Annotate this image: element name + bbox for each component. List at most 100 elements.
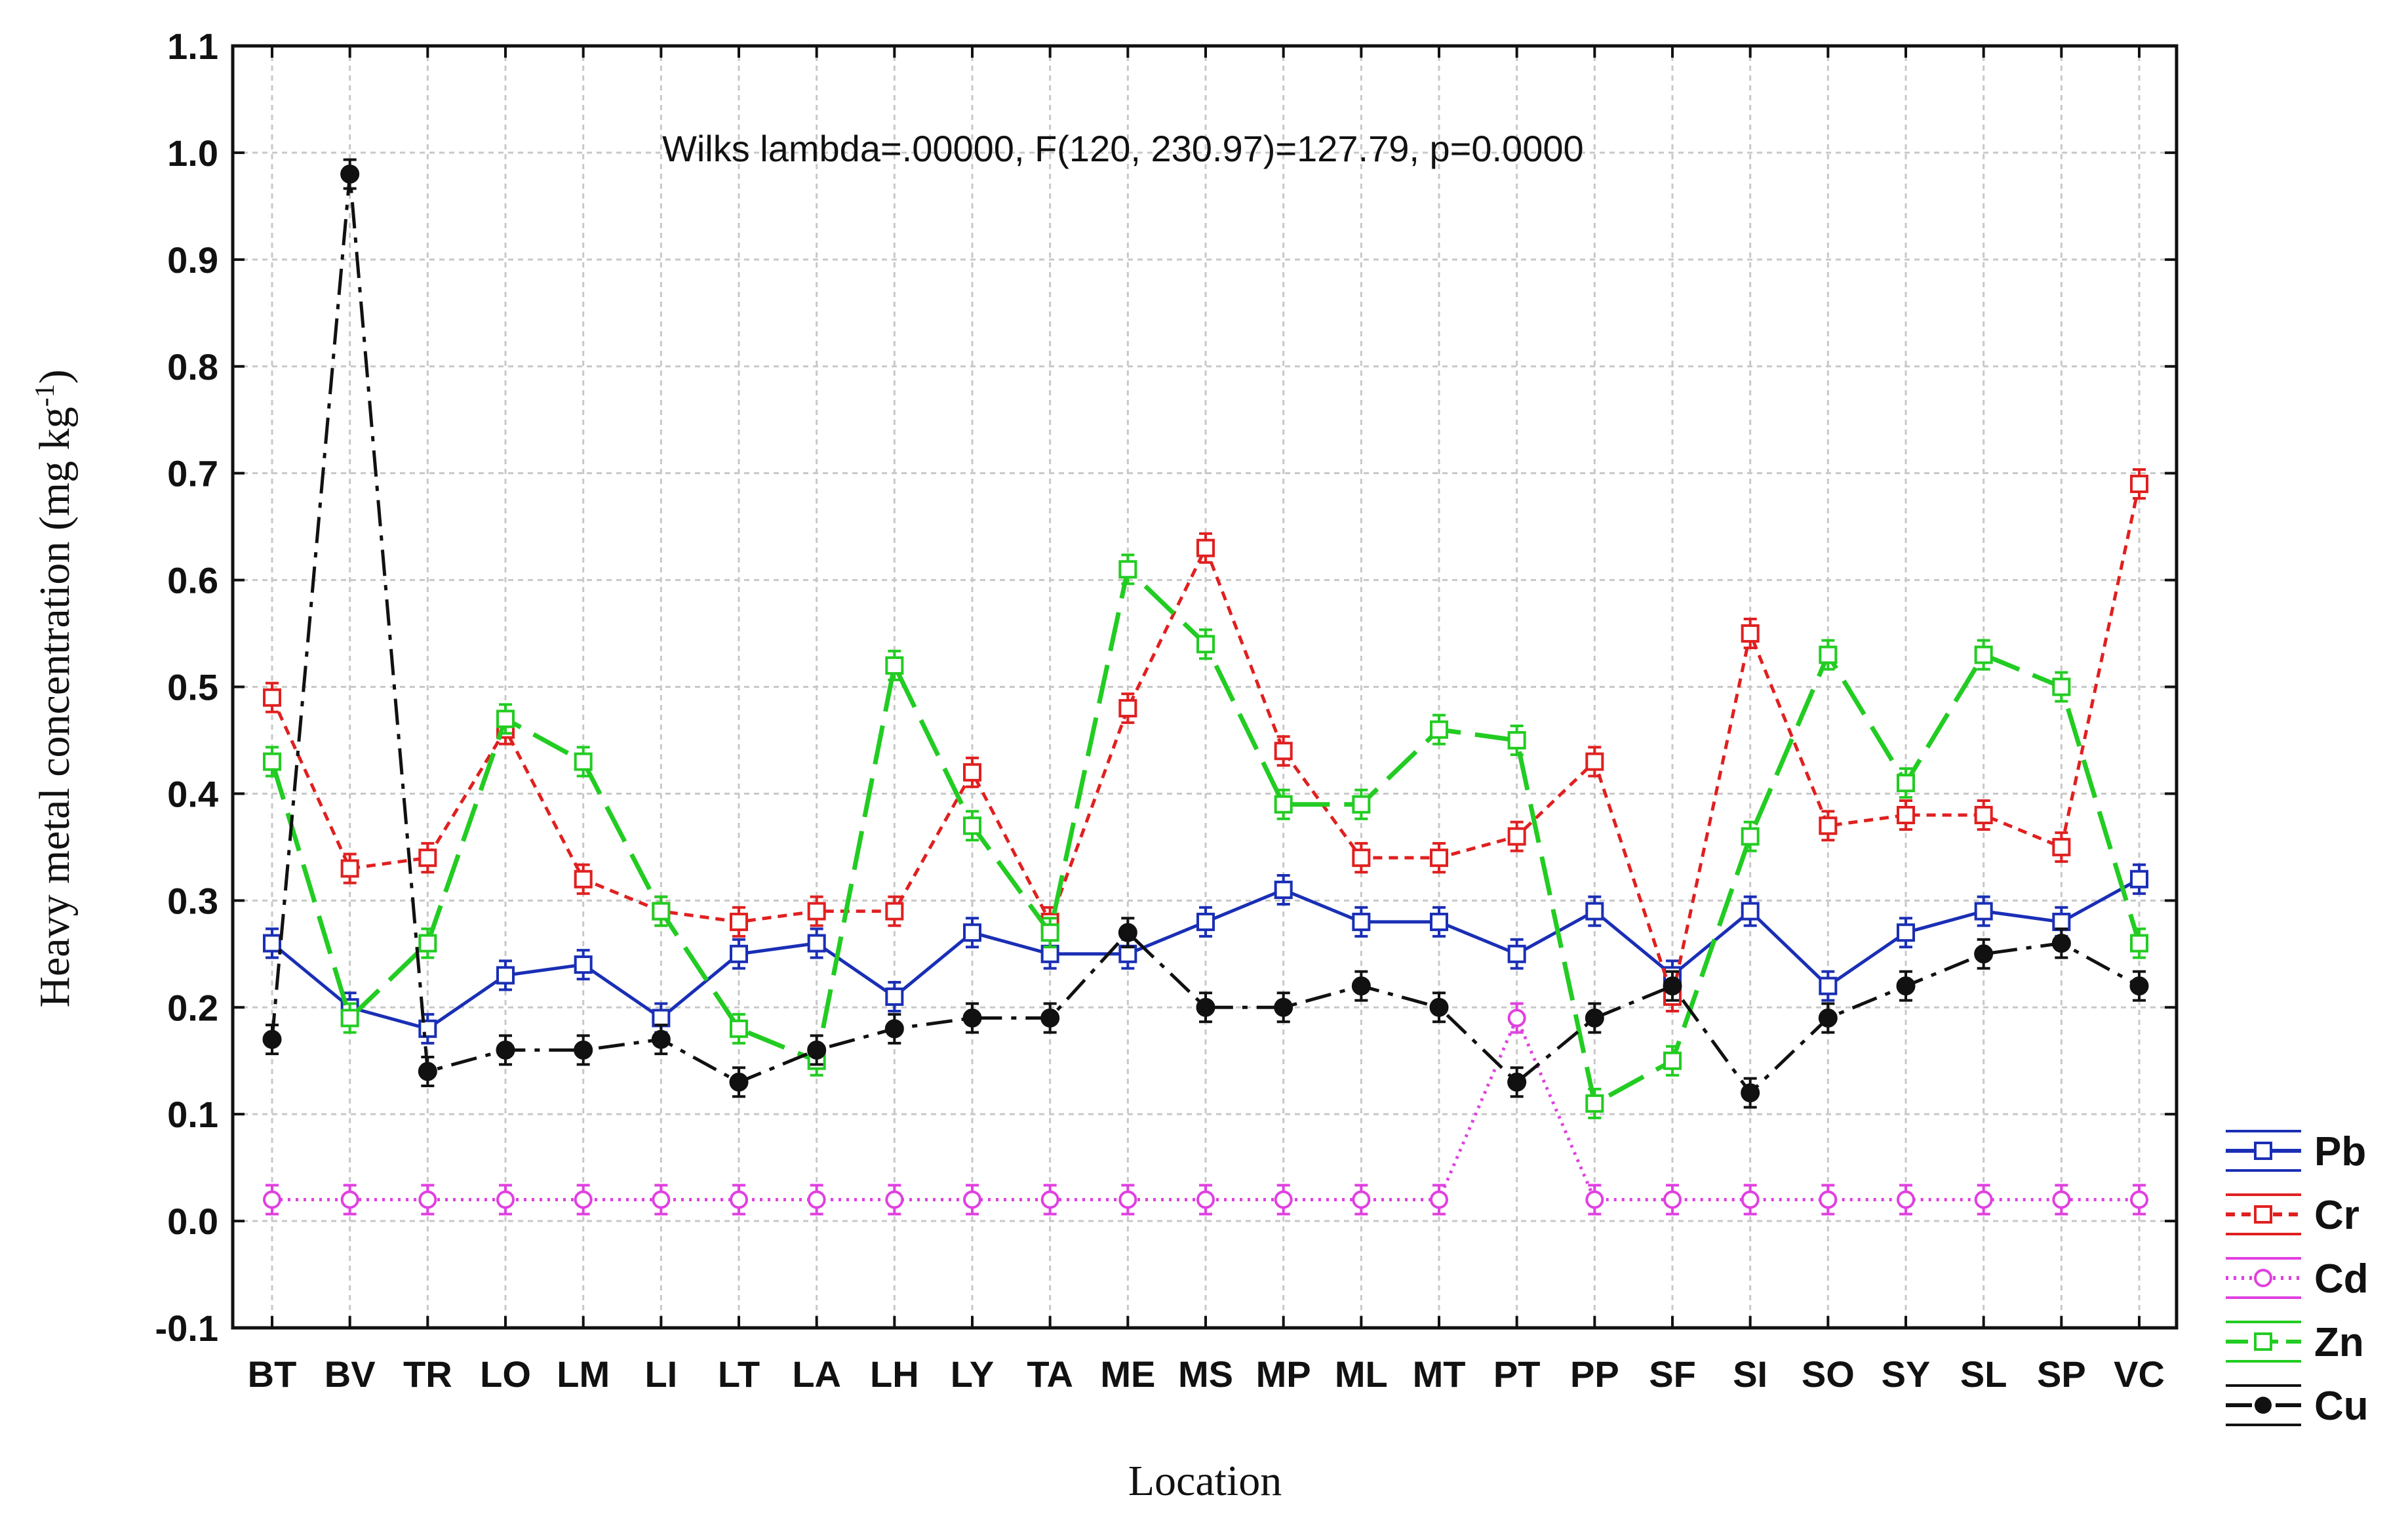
data-point [1974, 806, 1993, 824]
legend-item-cr: Cr [2226, 1193, 2359, 1238]
data-point [1196, 1190, 1215, 1209]
x-tick-label: SY [1882, 1353, 1931, 1395]
data-point [963, 923, 981, 942]
data-point [885, 656, 904, 675]
legend-item-zn: Zn [2226, 1320, 2364, 1365]
data-point [729, 1072, 749, 1092]
data-point [730, 1190, 748, 1209]
data-point [1663, 1051, 1682, 1070]
x-tick-label: SF [1649, 1353, 1696, 1395]
data-point [1430, 849, 1448, 868]
data-point [1741, 827, 1760, 846]
data-point [1741, 902, 1760, 921]
data-point [1429, 997, 1449, 1017]
data-point [1974, 1190, 1993, 1209]
x-tick-label: LT [718, 1353, 760, 1395]
x-tick-label: PT [1493, 1353, 1541, 1395]
data-point [1818, 1009, 1838, 1028]
data-point [1274, 881, 1293, 900]
x-tick-label: BT [248, 1353, 297, 1395]
data-point [1585, 1009, 1604, 1028]
data-point [340, 859, 359, 878]
x-tick-label: TA [1027, 1353, 1073, 1395]
data-point [1507, 730, 1526, 749]
data-point [1819, 816, 1838, 835]
data-point [2130, 869, 2148, 889]
series-cr [263, 468, 2148, 1012]
y-tick-label: -0.1 [155, 1308, 219, 1349]
data-point [1274, 997, 1293, 1017]
data-point [496, 1190, 515, 1209]
data-point [730, 944, 748, 963]
y-tick-label: 0.9 [167, 239, 218, 281]
series-cd [263, 1002, 2148, 1216]
x-tick-label: LA [792, 1353, 841, 1395]
legend-marker [2254, 1142, 2272, 1160]
data-point [807, 934, 826, 953]
data-point [574, 955, 593, 974]
data-point [963, 816, 981, 835]
data-point [1897, 1190, 1915, 1209]
x-tick-label: SI [1733, 1353, 1767, 1395]
data-point [1352, 795, 1371, 814]
data-point [418, 934, 437, 953]
x-tick-label: LM [557, 1353, 610, 1395]
data-point [962, 1009, 982, 1028]
data-series [262, 158, 2149, 1216]
y-tick-label: 0.5 [167, 667, 218, 708]
legend-marker [2255, 1397, 2272, 1414]
data-point [418, 1062, 437, 1081]
data-point [2129, 976, 2149, 996]
data-point [496, 709, 515, 729]
x-tick-label: LH [870, 1353, 919, 1395]
data-point [1118, 944, 1137, 963]
data-point [1819, 1190, 1838, 1209]
legend-label: Cd [2314, 1256, 2369, 1302]
data-point [2130, 1190, 2148, 1209]
data-point [1118, 560, 1137, 579]
data-point [1196, 635, 1215, 654]
data-point [1974, 645, 1993, 664]
x-tick-label: MS [1178, 1353, 1233, 1395]
data-point [1430, 720, 1448, 739]
data-point [1741, 1190, 1760, 1209]
data-point [1663, 976, 1682, 996]
y-axis-title: Heavy metal concentration (mg kg-1) [30, 369, 79, 1007]
legend-label: Pb [2314, 1129, 2366, 1174]
data-point [1741, 1083, 1760, 1103]
y-tick-label: 0.2 [167, 987, 218, 1028]
data-point [1585, 1190, 1604, 1209]
data-point [1430, 1190, 1448, 1209]
legend-item-cd: Cd [2226, 1256, 2369, 1302]
legend-label: Cu [2314, 1384, 2369, 1429]
data-point [1196, 997, 1215, 1017]
data-point [262, 1029, 282, 1049]
x-tick-label: TR [403, 1353, 452, 1395]
data-point [1819, 645, 1838, 664]
x-tick-label: ML [1335, 1353, 1388, 1395]
data-point [651, 1029, 671, 1049]
x-tick-label: SO [1802, 1353, 1855, 1395]
data-point [1430, 912, 1448, 931]
data-point [2052, 677, 2071, 696]
data-point [1507, 1072, 1527, 1092]
x-axis-title: Location [1128, 1457, 1282, 1505]
series-zn [263, 553, 2148, 1119]
legend-marker [2254, 1332, 2272, 1351]
x-tick-label: VC [2114, 1353, 2165, 1395]
data-point [1040, 1190, 1059, 1209]
data-point [885, 987, 904, 1006]
data-point [1663, 1190, 1682, 1209]
x-tick-label: SP [2037, 1353, 2086, 1395]
data-point [340, 165, 360, 184]
data-point [1196, 912, 1215, 931]
y-tick-label: 0.1 [167, 1094, 218, 1135]
data-point [1896, 976, 1916, 996]
y-tick-label: 1.0 [167, 132, 218, 174]
data-point [1507, 944, 1526, 963]
data-point [340, 1190, 359, 1209]
data-point [652, 1190, 671, 1209]
series-cu [262, 158, 2149, 1109]
x-tick-label: MT [1413, 1353, 1466, 1395]
